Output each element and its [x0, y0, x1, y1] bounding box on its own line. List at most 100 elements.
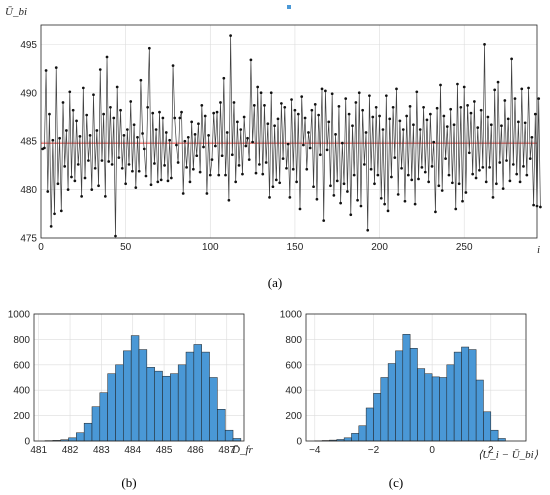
data-point: [403, 199, 407, 203]
data-point: [473, 100, 476, 103]
histogram-bar: [387, 363, 396, 442]
histogram-bar: [380, 377, 389, 442]
data-point: [146, 105, 149, 109]
data-point: [263, 104, 266, 107]
data-point: [401, 128, 405, 131]
data-point: [175, 143, 178, 147]
data-point: [506, 117, 510, 121]
histogram-bar: [402, 334, 411, 442]
data-point: [63, 165, 67, 168]
data-point: [444, 157, 447, 160]
data-point: [322, 219, 326, 222]
data-point: [464, 191, 468, 194]
data-point: [476, 126, 480, 129]
histogram-bar: [217, 409, 226, 442]
x-tick-label: 486: [187, 445, 204, 456]
data-point: [410, 178, 414, 182]
data-point: [159, 178, 163, 182]
data-point: [488, 165, 491, 169]
data-point: [329, 184, 332, 188]
data-point: [98, 68, 102, 71]
data-point: [298, 207, 302, 211]
x-axis-label: ⟨U_i − Ū_bi⟩: [478, 449, 539, 461]
data-point: [120, 166, 124, 170]
histogram-bars: [44, 335, 242, 442]
histogram-bar: [130, 335, 140, 442]
data-point: [192, 167, 195, 171]
data-point: [97, 184, 100, 188]
data-point: [412, 123, 415, 127]
data-point: [220, 154, 224, 158]
data-point: [114, 234, 117, 238]
data-point: [379, 196, 383, 200]
data-point: [65, 129, 68, 132]
data-point: [217, 173, 221, 177]
data-point: [457, 182, 461, 186]
data-point: [332, 194, 336, 197]
x-tick-label: 487: [218, 445, 235, 456]
data-point: [176, 161, 180, 164]
data-point: [188, 180, 192, 184]
data-point: [503, 99, 507, 102]
data-point: [68, 90, 72, 94]
data-point: [166, 179, 170, 183]
y-tick-label: 485: [20, 137, 37, 148]
data-point: [359, 204, 363, 208]
data-point: [396, 193, 400, 196]
histogram-bars: [314, 334, 506, 442]
data-point: [280, 102, 283, 105]
data-point: [417, 177, 420, 181]
data-point: [317, 113, 320, 117]
histogram-bar: [170, 373, 179, 442]
data-point: [439, 83, 442, 87]
data-point: [105, 55, 109, 59]
data-point: [349, 213, 353, 217]
data-point: [303, 116, 307, 120]
data-point: [227, 198, 231, 202]
data-point: [508, 179, 512, 183]
data-point: [136, 135, 139, 139]
data-point: [452, 123, 456, 127]
y-tick-labels: 0 200 400 600 800 1000: [280, 310, 303, 448]
data-point: [454, 207, 458, 211]
data-point: [378, 114, 381, 118]
data-point: [198, 170, 202, 174]
data-point: [513, 97, 517, 100]
data-point: [244, 144, 248, 148]
data-point: [340, 141, 344, 145]
data-point: [395, 87, 398, 91]
data-point: [296, 112, 300, 116]
data-point: [122, 134, 126, 137]
x-tick-label: 200: [371, 242, 388, 253]
data-point: [151, 111, 155, 115]
data-point: [383, 202, 386, 206]
data-point: [51, 138, 55, 142]
data-point: [208, 173, 212, 177]
data-point: [46, 190, 50, 193]
x-tick-label: −4: [309, 445, 321, 456]
histogram-bar: [99, 392, 108, 442]
data-point: [371, 115, 375, 119]
data-point: [496, 80, 500, 84]
data-point: [197, 122, 200, 126]
y-tick-labels: 0 200 400 600 800 1000: [8, 310, 31, 448]
data-point: [449, 107, 453, 111]
data-point: [129, 100, 133, 103]
histogram-bar: [358, 425, 367, 442]
data-point: [422, 105, 425, 109]
x-tick-label: 0: [429, 445, 435, 456]
data-point: [274, 178, 278, 182]
x-tick-label: 250: [456, 242, 473, 253]
data-point: [214, 144, 217, 148]
data-point: [241, 172, 244, 176]
data-point: [539, 205, 542, 209]
histogram-bar: [68, 437, 77, 442]
y-tick-label: 495: [20, 40, 37, 51]
histogram-bar: [475, 379, 484, 442]
data-point: [302, 143, 305, 147]
data-point: [224, 173, 227, 177]
data-point: [119, 108, 122, 112]
data-point: [90, 188, 94, 191]
data-point: [43, 146, 46, 150]
data-point: [391, 105, 395, 109]
